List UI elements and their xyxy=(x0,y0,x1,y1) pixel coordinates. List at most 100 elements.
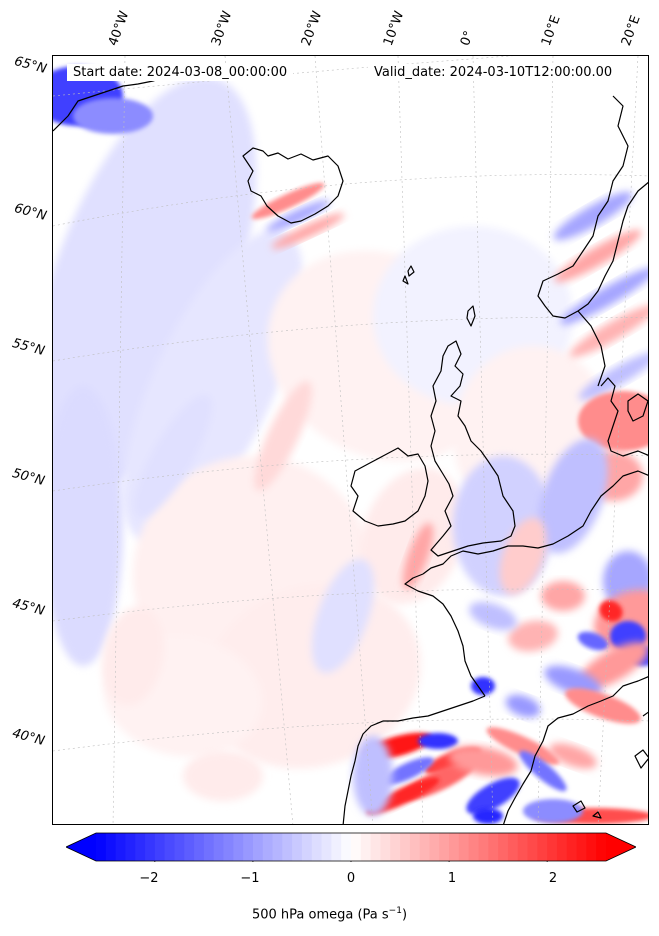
omega-feature xyxy=(486,727,560,765)
colorbar-bin xyxy=(478,833,489,861)
omega-feature xyxy=(418,733,458,749)
omega-feature xyxy=(538,438,608,554)
colorbar-bin xyxy=(164,833,176,861)
omega-feature xyxy=(266,200,330,232)
coastline-segment xyxy=(466,305,476,327)
colorbar-title: 500 hPa omega (Pa s−1) xyxy=(251,906,408,923)
omega-feature xyxy=(183,751,263,801)
latitude-gridline xyxy=(53,453,648,492)
colorbar-bin xyxy=(566,833,578,861)
colorbar-bin xyxy=(292,833,303,861)
coastline-segment xyxy=(627,393,648,422)
colorbar-tick-label: −2 xyxy=(139,871,159,886)
coastline-segment xyxy=(600,377,648,457)
omega-feature xyxy=(271,213,345,249)
colorbar-bin xyxy=(576,833,587,861)
coastline-segment xyxy=(634,749,648,769)
latitude-gridline xyxy=(53,56,514,97)
omega-feature xyxy=(578,391,648,451)
coastline-segment xyxy=(407,265,415,277)
coastline-segment xyxy=(537,95,648,319)
colorbar-bin xyxy=(409,833,421,861)
colorbar-tick-label: 1 xyxy=(447,871,457,886)
coastline-segment xyxy=(592,811,602,819)
longitude-gridline xyxy=(314,56,374,824)
colorbar-bin xyxy=(596,833,607,861)
lon-label-20w: 20°W xyxy=(298,9,326,48)
colorbar-outline xyxy=(66,832,636,862)
colorbar-bin xyxy=(184,833,195,861)
colorbar-bin xyxy=(272,833,283,861)
colorbar-bin xyxy=(174,833,185,861)
lon-label-40w: 40°W xyxy=(105,9,133,48)
lat-label-55n: 55°N xyxy=(10,336,47,359)
coastline-segment xyxy=(242,147,344,224)
lat-label-45n: 45°N xyxy=(10,596,47,619)
colorbar-bin xyxy=(537,833,548,861)
longitude-gridline xyxy=(397,56,424,824)
lat-label-65n: 65°N xyxy=(12,54,49,77)
colorbar-bin xyxy=(145,833,156,861)
colorbar-bin xyxy=(419,833,431,861)
colorbar-bin xyxy=(115,833,127,861)
omega-feature xyxy=(565,688,641,724)
colorbar-bin xyxy=(243,833,254,861)
coastline-segment xyxy=(422,470,648,575)
colorbar-bin xyxy=(194,833,205,861)
colorbar-tick-label: −1 xyxy=(240,871,260,886)
longitude-gridline xyxy=(597,56,639,824)
omega-feature xyxy=(133,394,213,518)
omega-field-map xyxy=(53,56,648,824)
colorbar-bin xyxy=(233,833,244,861)
longitude-gridline xyxy=(472,56,494,824)
colorbar-bin xyxy=(105,833,117,861)
colorbar-bin xyxy=(331,833,342,861)
colorbar-bin xyxy=(517,833,529,861)
omega-feature xyxy=(499,517,547,595)
lon-label-30w: 30°W xyxy=(208,9,236,48)
colorbar-bin xyxy=(468,833,480,861)
colorbar-bin xyxy=(262,833,274,861)
colorbar-extend-low xyxy=(66,833,96,861)
omega-feature xyxy=(553,191,633,241)
colorbar-bin xyxy=(429,833,440,861)
colorbar-bin xyxy=(96,833,107,861)
colorbar-bin xyxy=(282,833,293,861)
omega-feature xyxy=(569,304,648,358)
latitude-gridline xyxy=(53,718,648,752)
colorbar-bin xyxy=(556,833,568,861)
colorbar-bin xyxy=(213,833,225,861)
omega-feature xyxy=(254,381,312,491)
graticule xyxy=(53,56,648,824)
colorbar-bin xyxy=(223,833,234,861)
omega-feature xyxy=(469,601,517,631)
omega-feature xyxy=(53,386,123,666)
coastline-segment xyxy=(342,695,486,824)
lon-label-0: 0° xyxy=(457,28,478,48)
colorbar-bin xyxy=(380,833,391,861)
colorbar-bin xyxy=(125,833,136,861)
colorbar-bin xyxy=(252,833,264,861)
colorbar-bin xyxy=(458,833,470,861)
omega-feature xyxy=(360,468,466,604)
colorbar-bin xyxy=(301,833,313,861)
omega-feature xyxy=(577,631,609,651)
omega-feature xyxy=(353,736,393,816)
coastline-segment xyxy=(572,800,586,813)
omega-feature xyxy=(205,583,421,769)
omega-feature xyxy=(251,182,325,220)
omega-feature xyxy=(578,352,648,400)
coastline-segment xyxy=(430,340,516,557)
lat-label-60n: 60°N xyxy=(12,201,49,224)
lat-label-50n: 50°N xyxy=(10,466,47,489)
coastline-segment xyxy=(402,275,409,285)
colorbar-bin xyxy=(507,833,519,861)
omega-feature xyxy=(102,606,164,706)
colorbar-tick-label: 0 xyxy=(346,871,356,886)
omega-feature xyxy=(473,808,503,824)
coastline-segment xyxy=(503,676,648,824)
omega-feature xyxy=(73,98,153,134)
omega-feature xyxy=(599,600,623,622)
omega-shading xyxy=(53,66,648,824)
omega-feature xyxy=(505,694,541,718)
